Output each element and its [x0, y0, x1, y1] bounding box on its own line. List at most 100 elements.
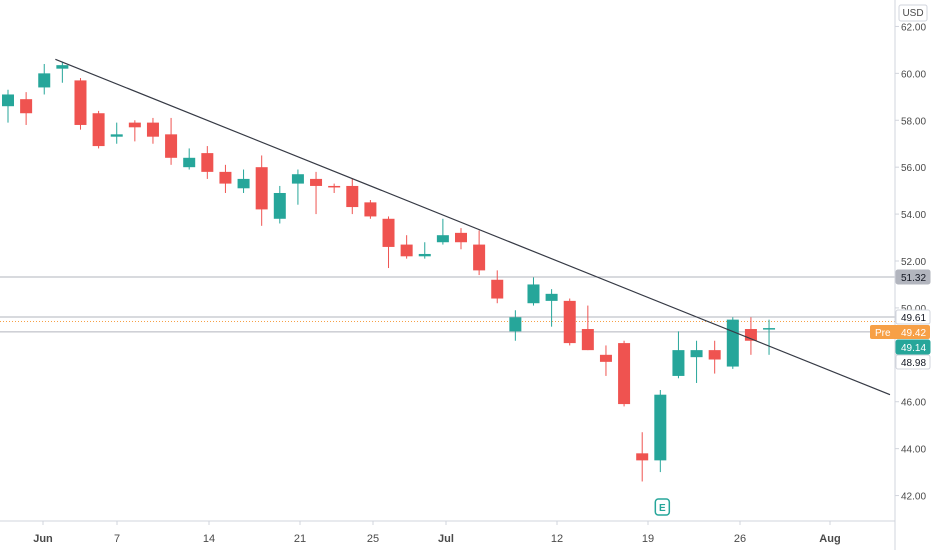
currency-label[interactable]: USD — [902, 8, 923, 19]
candle[interactable] — [364, 200, 377, 219]
candle-body — [291, 174, 304, 184]
candle[interactable] — [110, 122, 123, 144]
candle[interactable] — [581, 305, 594, 351]
candle-body — [763, 328, 776, 330]
candle-body — [56, 65, 69, 69]
candle[interactable] — [672, 331, 685, 379]
candle[interactable] — [763, 319, 776, 355]
candle-body — [599, 354, 612, 362]
candle-body — [183, 157, 196, 168]
x-tick-label: 21 — [294, 533, 306, 545]
candle[interactable] — [273, 185, 286, 224]
trendline[interactable] — [55, 58, 891, 396]
horizontal-lines — [0, 276, 895, 333]
price-label[interactable]: 49.14 — [895, 339, 931, 355]
candle[interactable] — [237, 169, 250, 193]
candle[interactable] — [690, 340, 703, 383]
earnings-marker[interactable]: E — [654, 498, 671, 516]
trendline-segment[interactable] — [55, 58, 891, 396]
x-tick-label: Jun — [33, 533, 53, 545]
candle[interactable] — [38, 63, 51, 95]
candle[interactable] — [219, 164, 232, 193]
price-label-bg — [895, 269, 931, 285]
candle[interactable] — [328, 183, 341, 193]
y-tick-label: 62.00 — [901, 22, 926, 33]
price-label[interactable]: 48.98 — [895, 354, 931, 370]
candle-body — [509, 317, 522, 332]
candle[interactable] — [436, 218, 449, 245]
price-label-bg — [895, 309, 931, 325]
candle[interactable] — [726, 317, 739, 369]
candle-body — [146, 122, 159, 137]
candle-body — [581, 329, 594, 351]
candle[interactable] — [310, 171, 323, 215]
candle[interactable] — [708, 340, 721, 374]
candle-body — [92, 113, 105, 147]
x-tick-label: 7 — [114, 533, 120, 545]
candle[interactable] — [744, 317, 757, 355]
candle[interactable] — [128, 120, 141, 142]
candle[interactable] — [165, 117, 178, 165]
x-tick-label: 14 — [203, 533, 215, 545]
candle[interactable] — [183, 148, 196, 170]
candle-body — [418, 253, 431, 257]
candle[interactable] — [255, 155, 268, 226]
candle[interactable] — [418, 242, 431, 259]
candle[interactable] — [291, 169, 304, 205]
candle-body — [654, 394, 667, 461]
candle[interactable] — [473, 230, 486, 276]
earnings-badge[interactable] — [654, 498, 671, 516]
x-tick-label: 19 — [642, 533, 654, 545]
candle[interactable] — [382, 216, 395, 269]
candle-body — [636, 453, 649, 461]
candle[interactable] — [654, 390, 667, 473]
candle[interactable] — [2, 89, 14, 123]
candle-body — [128, 122, 141, 128]
y-tick-label: 50.00 — [901, 304, 926, 315]
price-label-value: 49.42 — [901, 328, 926, 339]
price-label[interactable]: 49.61 — [895, 309, 931, 325]
candle-body — [328, 185, 341, 188]
candle-body — [2, 94, 14, 107]
candle[interactable] — [74, 78, 87, 130]
candle[interactable] — [56, 61, 69, 83]
price-label-prefix: Pre — [875, 328, 891, 339]
price-label-bg — [870, 325, 930, 340]
candle-body — [455, 232, 467, 243]
candle[interactable] — [599, 345, 612, 376]
candle-body — [672, 350, 685, 376]
candle[interactable] — [563, 298, 576, 346]
candle[interactable] — [201, 146, 214, 179]
candle-body — [201, 153, 214, 172]
price-label-bg — [895, 354, 931, 370]
candle-body — [400, 244, 413, 257]
candle[interactable] — [20, 92, 33, 125]
candle-body — [20, 99, 33, 114]
price-label-value: 48.98 — [901, 358, 926, 369]
candles — [2, 61, 776, 482]
candle[interactable] — [491, 270, 504, 304]
candle-body — [690, 350, 703, 358]
candle[interactable] — [636, 432, 649, 482]
candle-body — [310, 178, 323, 186]
candle[interactable] — [545, 289, 558, 327]
candle[interactable] — [618, 340, 631, 407]
x-tick-label: Jul — [438, 533, 454, 545]
candle[interactable] — [346, 178, 359, 215]
candle[interactable] — [146, 117, 159, 144]
price-label[interactable]: Pre 49.42 — [870, 325, 930, 340]
candle[interactable] — [92, 110, 105, 149]
candle[interactable] — [400, 235, 413, 259]
y-tick-label: 54.00 — [901, 210, 926, 221]
time-axis[interactable]: Jun 7 14 21 25 Jul 12 19 26 Aug — [0, 520, 895, 545]
candle-body — [563, 300, 576, 344]
candle[interactable] — [527, 277, 540, 306]
y-tick-label: 58.00 — [901, 116, 926, 127]
price-label[interactable]: 51.32 — [895, 269, 931, 285]
candle[interactable] — [455, 228, 467, 250]
candle[interactable] — [509, 310, 522, 341]
x-tick-label: 25 — [367, 533, 379, 545]
currency-box — [898, 4, 928, 22]
price-label-bg — [895, 339, 931, 355]
